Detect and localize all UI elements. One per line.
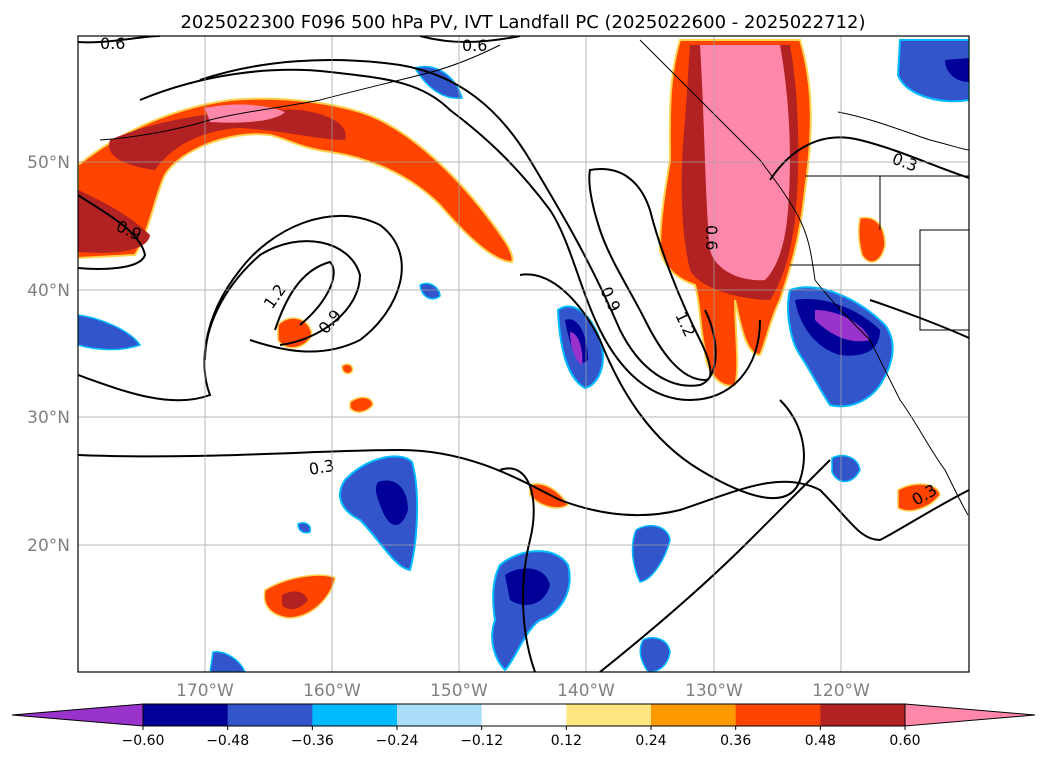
negative-anomaly-patch bbox=[639, 637, 671, 672]
lat-label: 40°N bbox=[27, 281, 70, 301]
figure-title: 2025022300 F096 500 hPa PV, IVT Landfall… bbox=[180, 12, 865, 33]
contour-line bbox=[499, 467, 536, 672]
negative-anomaly-region-core bbox=[505, 568, 550, 605]
contour-label: 0.3 bbox=[307, 456, 335, 479]
positive-anomaly-patch bbox=[349, 396, 374, 413]
colorbar-tick-label: −0.60 bbox=[122, 733, 165, 749]
colorbar-extension-min bbox=[11, 703, 144, 727]
colorbar-tick-label: 0.12 bbox=[551, 733, 582, 749]
positive-anomaly-region-core bbox=[109, 109, 346, 170]
contour-line bbox=[588, 168, 712, 382]
lon-label: 150°W bbox=[430, 681, 488, 701]
contour-label: 0.6 bbox=[702, 225, 721, 250]
negative-anomaly-region-southwest-us-peak bbox=[815, 310, 870, 342]
contour-label: 0.6 bbox=[100, 34, 125, 53]
lat-label: 30°N bbox=[27, 408, 70, 428]
contour-line bbox=[599, 459, 831, 672]
negative-anomaly-patch bbox=[413, 65, 463, 99]
contour-line bbox=[199, 59, 717, 387]
colorbar-tick-label: 0.24 bbox=[635, 733, 666, 749]
negative-anomaly-region-core bbox=[375, 480, 408, 525]
lon-label: 140°W bbox=[557, 681, 615, 701]
colorbar-tick-label: −0.12 bbox=[460, 733, 503, 749]
contour-line bbox=[769, 136, 969, 181]
colorbar-segment bbox=[227, 704, 313, 726]
colorbar-tick-label: −0.36 bbox=[291, 733, 334, 749]
contour-line bbox=[139, 68, 761, 402]
colorbar-tick-label: 0.36 bbox=[720, 733, 751, 749]
contour-line bbox=[519, 273, 805, 500]
lon-label: 160°W bbox=[303, 681, 361, 701]
lon-label: 130°W bbox=[685, 681, 743, 701]
map-panel: 0.6 0.6 0.3 0.9 0.6 1.2 0.9 1.2 0.9 0.3 … bbox=[77, 34, 970, 673]
contour-label: 0.6 bbox=[462, 36, 487, 55]
negative-anomaly-patch bbox=[78, 314, 142, 351]
negative-anomaly-region-core bbox=[945, 58, 969, 82]
negative-anomaly-patch bbox=[419, 282, 441, 300]
colorbar-tick-label: −0.48 bbox=[206, 733, 249, 749]
colorbar-tick-label: 0.60 bbox=[889, 733, 920, 749]
positive-anomaly-region-west-coast-peak bbox=[700, 45, 790, 281]
colorbar-segment bbox=[312, 704, 398, 726]
contour-line bbox=[78, 214, 403, 402]
lon-label: 120°W bbox=[812, 681, 870, 701]
contour-line bbox=[78, 448, 969, 542]
colorbar: −0.60 −0.48 −0.36 −0.24 −0.12 0.12 0.24 0.36 0.4… bbox=[11, 703, 1036, 749]
colorbar-segment bbox=[143, 704, 229, 726]
colorbar-frame bbox=[142, 703, 906, 727]
latitude-labels: 50°N 40°N 30°N 20°N bbox=[27, 153, 70, 556]
contour-line bbox=[419, 36, 521, 43]
negative-anomaly-patch bbox=[297, 522, 312, 534]
colorbar-segment bbox=[566, 704, 652, 726]
positive-anomaly-patch bbox=[897, 483, 941, 512]
colorbar-segment bbox=[481, 704, 567, 726]
contour-line bbox=[869, 299, 969, 339]
contour-line bbox=[274, 260, 335, 331]
lon-label: 170°W bbox=[176, 681, 234, 701]
colorbar-segment bbox=[397, 704, 483, 726]
longitude-labels: 170°W 160°W 150°W 140°W 130°W 120°W bbox=[176, 681, 870, 701]
negative-anomaly-patch bbox=[631, 524, 671, 583]
map-frame bbox=[77, 35, 970, 673]
gridlines bbox=[78, 36, 969, 672]
negative-anomaly-patch bbox=[831, 454, 861, 483]
colorbar-extension-max bbox=[904, 703, 1036, 727]
positive-anomaly-patch bbox=[341, 363, 354, 375]
colorbar-tick-label: −0.24 bbox=[376, 733, 419, 749]
contour-line bbox=[204, 240, 362, 361]
colorbar-segment bbox=[651, 704, 737, 726]
positive-anomaly-patch bbox=[857, 216, 886, 263]
negative-anomaly-patch bbox=[209, 651, 246, 672]
lat-label: 20°N bbox=[27, 536, 70, 556]
colorbar-segment bbox=[820, 704, 906, 726]
negative-anomaly-region-peak bbox=[570, 332, 583, 365]
positive-anomaly-patch bbox=[282, 591, 308, 610]
contour-line bbox=[78, 194, 147, 270]
colorbar-tick-label: 0.48 bbox=[805, 733, 836, 749]
shaded-field bbox=[78, 39, 969, 672]
colorbar-segment bbox=[735, 704, 821, 726]
coastlines bbox=[99, 39, 969, 516]
lat-label: 50°N bbox=[27, 153, 70, 173]
